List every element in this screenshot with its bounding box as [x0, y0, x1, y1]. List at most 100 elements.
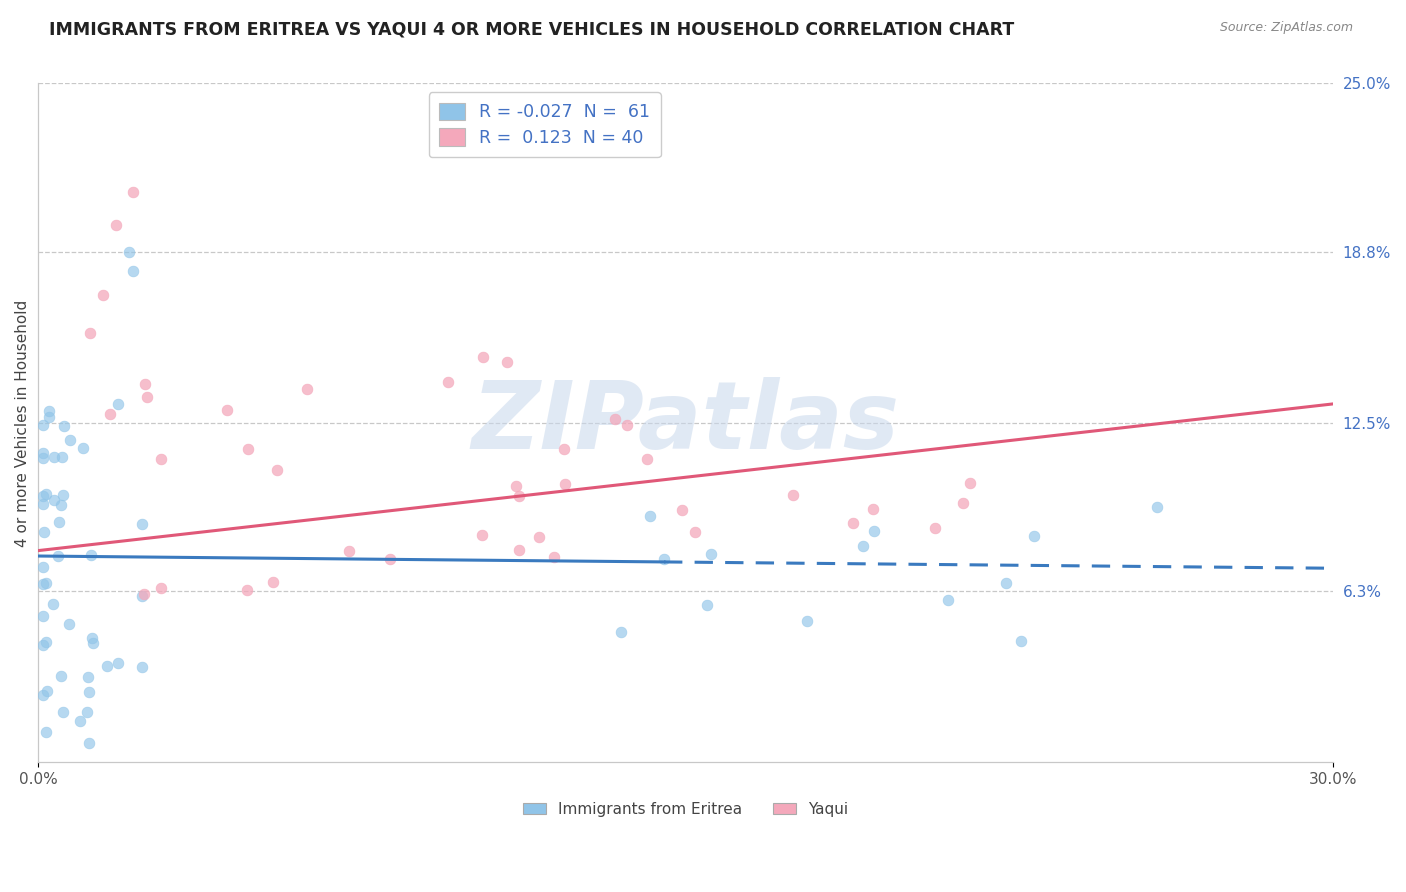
Point	[46, 549, 69, 563]
Point	[72, 442, 94, 456]
Point	[77, 670, 100, 684]
Point	[671, 502, 693, 516]
Point	[238, 442, 260, 456]
Point	[37, 684, 59, 698]
Point	[543, 549, 565, 564]
Point	[31, 608, 53, 623]
Point	[508, 489, 530, 503]
Point	[1022, 529, 1045, 543]
Point	[38, 403, 60, 417]
Point	[638, 508, 661, 523]
Point	[49, 498, 72, 512]
Point	[508, 543, 530, 558]
Point	[471, 528, 494, 542]
Point	[863, 524, 886, 539]
Point	[31, 446, 53, 460]
Point	[959, 475, 981, 490]
Point	[131, 517, 153, 532]
Point	[31, 451, 53, 466]
Point	[616, 418, 638, 433]
Point	[42, 492, 65, 507]
Point	[636, 451, 658, 466]
Point	[58, 616, 80, 631]
Point	[91, 288, 114, 302]
Point	[262, 575, 284, 590]
Point	[49, 669, 72, 683]
Point	[236, 582, 259, 597]
Point	[34, 634, 56, 648]
Legend: Immigrants from Eritrea, Yaqui: Immigrants from Eritrea, Yaqui	[517, 796, 855, 822]
Y-axis label: 4 or more Vehicles in Household: 4 or more Vehicles in Household	[15, 300, 30, 547]
Point	[553, 442, 575, 456]
Point	[31, 559, 53, 574]
Point	[31, 577, 53, 591]
Point	[59, 433, 82, 447]
Point	[52, 418, 75, 433]
Point	[107, 397, 129, 411]
Point	[851, 539, 873, 553]
Text: Source: ZipAtlas.com: Source: ZipAtlas.com	[1219, 21, 1353, 34]
Point	[118, 244, 141, 259]
Point	[122, 264, 145, 278]
Point	[683, 525, 706, 540]
Point	[295, 382, 318, 396]
Point	[472, 350, 495, 364]
Point	[554, 476, 576, 491]
Point	[134, 376, 156, 391]
Point	[131, 659, 153, 673]
Point	[79, 326, 101, 341]
Point	[79, 736, 101, 750]
Point	[936, 592, 959, 607]
Point	[34, 575, 56, 590]
Point	[529, 530, 551, 544]
Point	[266, 463, 288, 477]
Point	[782, 488, 804, 502]
Point	[796, 614, 818, 628]
Point	[150, 452, 173, 467]
Point	[378, 551, 401, 566]
Point	[52, 488, 75, 502]
Point	[38, 410, 60, 425]
Point	[80, 632, 103, 646]
Point	[31, 489, 53, 503]
Point	[605, 412, 627, 426]
Point	[32, 688, 55, 702]
Point	[495, 355, 517, 369]
Point	[841, 516, 863, 530]
Point	[862, 502, 884, 516]
Point	[52, 705, 75, 719]
Point	[105, 218, 128, 232]
Point	[215, 403, 238, 417]
Point	[700, 547, 723, 561]
Point	[32, 525, 55, 540]
Point	[82, 636, 104, 650]
Point	[135, 390, 157, 404]
Point	[48, 516, 70, 530]
Point	[437, 375, 460, 389]
Point	[505, 479, 527, 493]
Point	[76, 706, 98, 720]
Text: ZIPatlas: ZIPatlas	[471, 377, 900, 469]
Point	[35, 487, 58, 501]
Point	[132, 587, 155, 601]
Point	[924, 521, 946, 535]
Point	[69, 714, 91, 728]
Point	[149, 581, 172, 595]
Point	[31, 417, 53, 432]
Point	[31, 497, 53, 511]
Point	[337, 544, 360, 558]
Point	[609, 625, 631, 640]
Point	[107, 656, 129, 670]
Point	[652, 551, 675, 566]
Point	[122, 185, 145, 199]
Point	[995, 576, 1018, 591]
Text: IMMIGRANTS FROM ERITREA VS YAQUI 4 OR MORE VEHICLES IN HOUSEHOLD CORRELATION CHA: IMMIGRANTS FROM ERITREA VS YAQUI 4 OR MO…	[49, 21, 1015, 38]
Point	[35, 724, 58, 739]
Point	[952, 496, 974, 510]
Point	[131, 589, 153, 603]
Point	[77, 685, 100, 699]
Point	[1010, 634, 1032, 648]
Point	[98, 407, 121, 421]
Point	[31, 639, 53, 653]
Point	[696, 598, 718, 612]
